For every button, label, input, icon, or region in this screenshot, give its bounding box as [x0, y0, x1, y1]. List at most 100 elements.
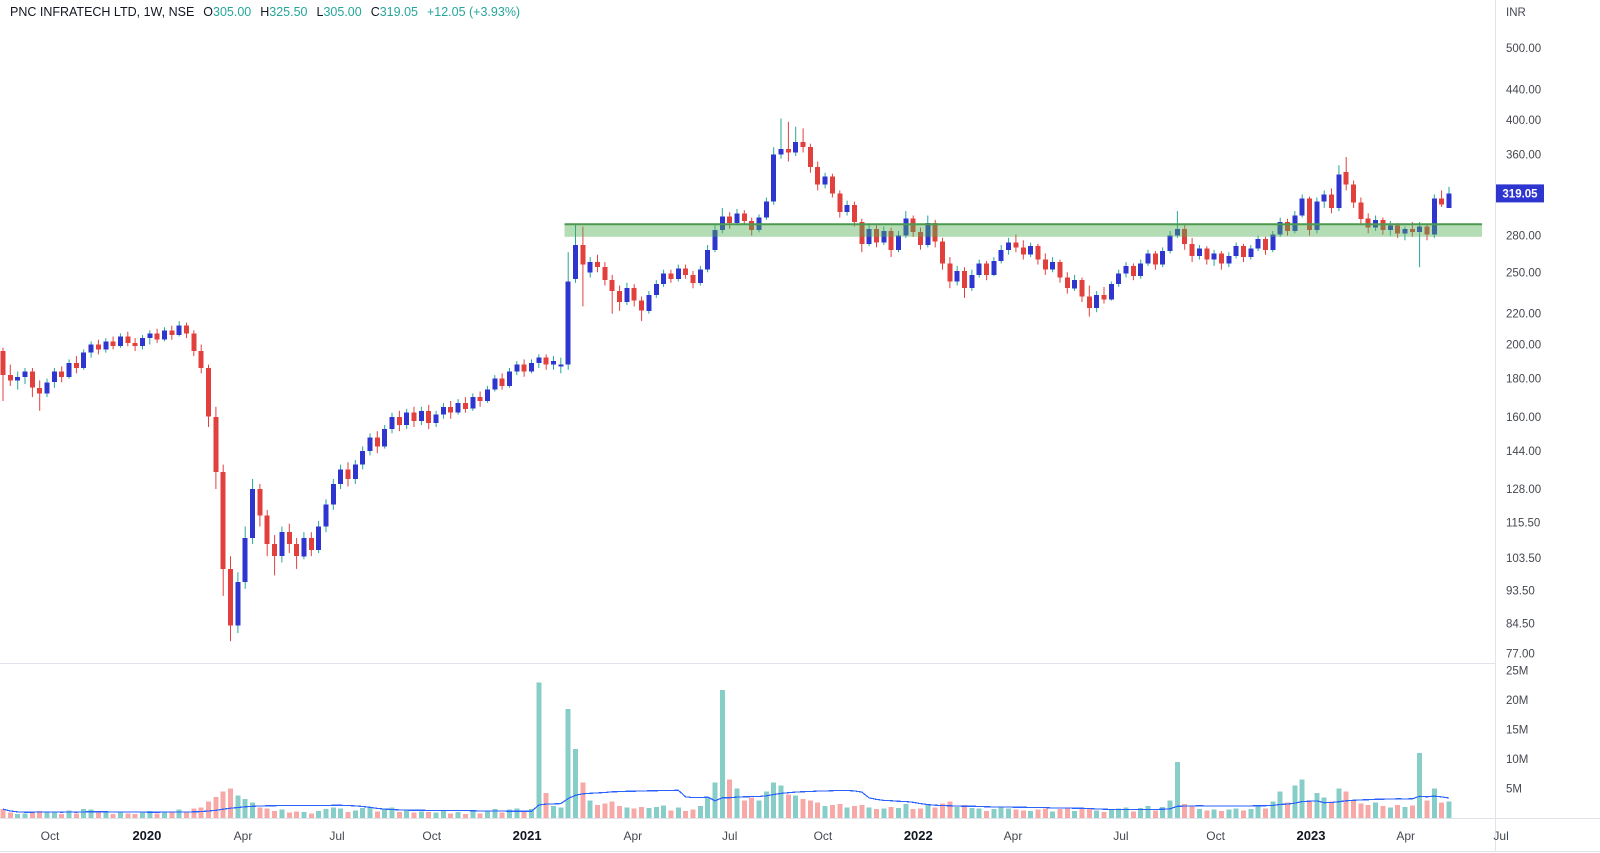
volume-bar[interactable] [426, 812, 432, 818]
volume-bar[interactable] [330, 807, 336, 818]
candle[interactable] [624, 282, 630, 305]
volume-bar[interactable] [470, 811, 476, 819]
candle[interactable] [51, 368, 57, 388]
candle[interactable] [734, 209, 740, 226]
candle[interactable] [15, 371, 21, 390]
volume-bar[interactable] [95, 812, 101, 818]
candle[interactable] [1072, 274, 1078, 291]
volume-bar[interactable] [639, 806, 645, 818]
candle[interactable] [771, 147, 777, 205]
candle[interactable] [433, 410, 439, 427]
candle[interactable] [426, 404, 432, 430]
candle[interactable] [925, 215, 931, 248]
candle[interactable] [793, 126, 799, 157]
volume-bar[interactable] [1314, 793, 1320, 818]
volume-bar[interactable] [1343, 791, 1349, 819]
volume-bar[interactable] [881, 808, 887, 818]
candle[interactable] [1241, 243, 1246, 263]
volume-bar[interactable] [573, 749, 578, 818]
volume-bar[interactable] [984, 810, 990, 818]
candle[interactable] [910, 215, 916, 237]
volume-bar[interactable] [1152, 810, 1158, 818]
candle[interactable] [719, 207, 725, 234]
volume-bar[interactable] [294, 811, 300, 819]
volume-bar[interactable] [954, 806, 960, 818]
candle[interactable] [675, 264, 681, 282]
candle[interactable] [95, 339, 101, 355]
candle[interactable] [286, 523, 292, 554]
candle[interactable] [448, 401, 454, 419]
candle[interactable] [1108, 281, 1114, 301]
volume-bar[interactable] [859, 805, 865, 818]
candle[interactable] [382, 425, 388, 449]
volume-bar[interactable] [609, 801, 615, 819]
candle[interactable] [690, 271, 696, 289]
candle[interactable] [1079, 277, 1085, 303]
volume-bar[interactable] [1196, 809, 1202, 818]
volume-bar[interactable] [147, 810, 153, 818]
volume-bar[interactable] [1042, 808, 1048, 818]
volume-bar[interactable] [543, 793, 549, 818]
volume-bar[interactable] [213, 796, 219, 818]
volume-bar[interactable] [690, 809, 696, 818]
supply-zone-rectangle[interactable] [564, 224, 1483, 237]
volume-bar[interactable] [976, 808, 982, 818]
candle[interactable] [1446, 186, 1452, 208]
volume-bar[interactable] [1101, 812, 1107, 818]
volume-bar[interactable] [206, 801, 211, 819]
candle[interactable] [1057, 259, 1063, 283]
volume-bar[interactable] [1189, 806, 1195, 818]
volume-bar[interactable] [1079, 807, 1085, 818]
volume-bar[interactable] [338, 808, 344, 818]
volume-bar[interactable] [389, 807, 395, 818]
candle[interactable] [558, 357, 564, 374]
candle[interactable] [220, 464, 226, 596]
volume-bar[interactable] [1123, 807, 1129, 818]
volume-bar[interactable] [1145, 806, 1151, 818]
volume-bar[interactable] [301, 812, 307, 818]
candle[interactable] [807, 143, 813, 173]
candle[interactable] [1402, 226, 1408, 241]
candle[interactable] [837, 190, 843, 218]
volume-bar[interactable] [734, 788, 740, 819]
candle[interactable] [7, 364, 13, 386]
candle[interactable] [462, 397, 468, 413]
volume-bar[interactable] [1182, 803, 1188, 818]
candle[interactable] [1086, 285, 1092, 317]
candle[interactable] [954, 265, 960, 286]
volume-bar[interactable] [59, 813, 65, 818]
candle[interactable] [969, 269, 975, 291]
volume-bar[interactable] [910, 809, 916, 818]
volume-bar[interactable] [352, 810, 358, 818]
volume-bar[interactable] [250, 802, 256, 818]
volume-bar[interactable] [793, 795, 799, 818]
candle[interactable] [984, 260, 990, 281]
volume-bar[interactable] [140, 812, 145, 818]
candle[interactable] [749, 217, 755, 236]
candle[interactable] [360, 446, 366, 470]
candle[interactable] [0, 347, 6, 401]
volume-bar[interactable] [507, 809, 512, 818]
volume-bar[interactable] [903, 803, 909, 818]
candle[interactable] [1130, 263, 1136, 281]
candle[interactable] [866, 224, 872, 247]
volume-bar[interactable] [1417, 753, 1423, 818]
volume-bar[interactable] [1226, 809, 1232, 818]
candle[interactable] [330, 479, 336, 510]
volume-bar[interactable] [631, 808, 637, 818]
candle[interactable] [609, 274, 615, 314]
volume-bar[interactable] [653, 806, 659, 818]
volume-bar[interactable] [940, 803, 945, 819]
volume-bar[interactable] [514, 808, 520, 818]
candle[interactable] [44, 378, 50, 398]
volume-bar[interactable] [117, 811, 123, 819]
volume-bar[interactable] [367, 806, 373, 818]
candle[interactable] [1248, 245, 1254, 260]
volume-bar[interactable] [264, 808, 270, 818]
volume-bar[interactable] [0, 809, 6, 818]
candle[interactable] [1123, 262, 1129, 278]
volume-bar[interactable] [763, 791, 769, 819]
volume-bar[interactable] [235, 795, 241, 818]
candle[interactable] [338, 464, 344, 489]
